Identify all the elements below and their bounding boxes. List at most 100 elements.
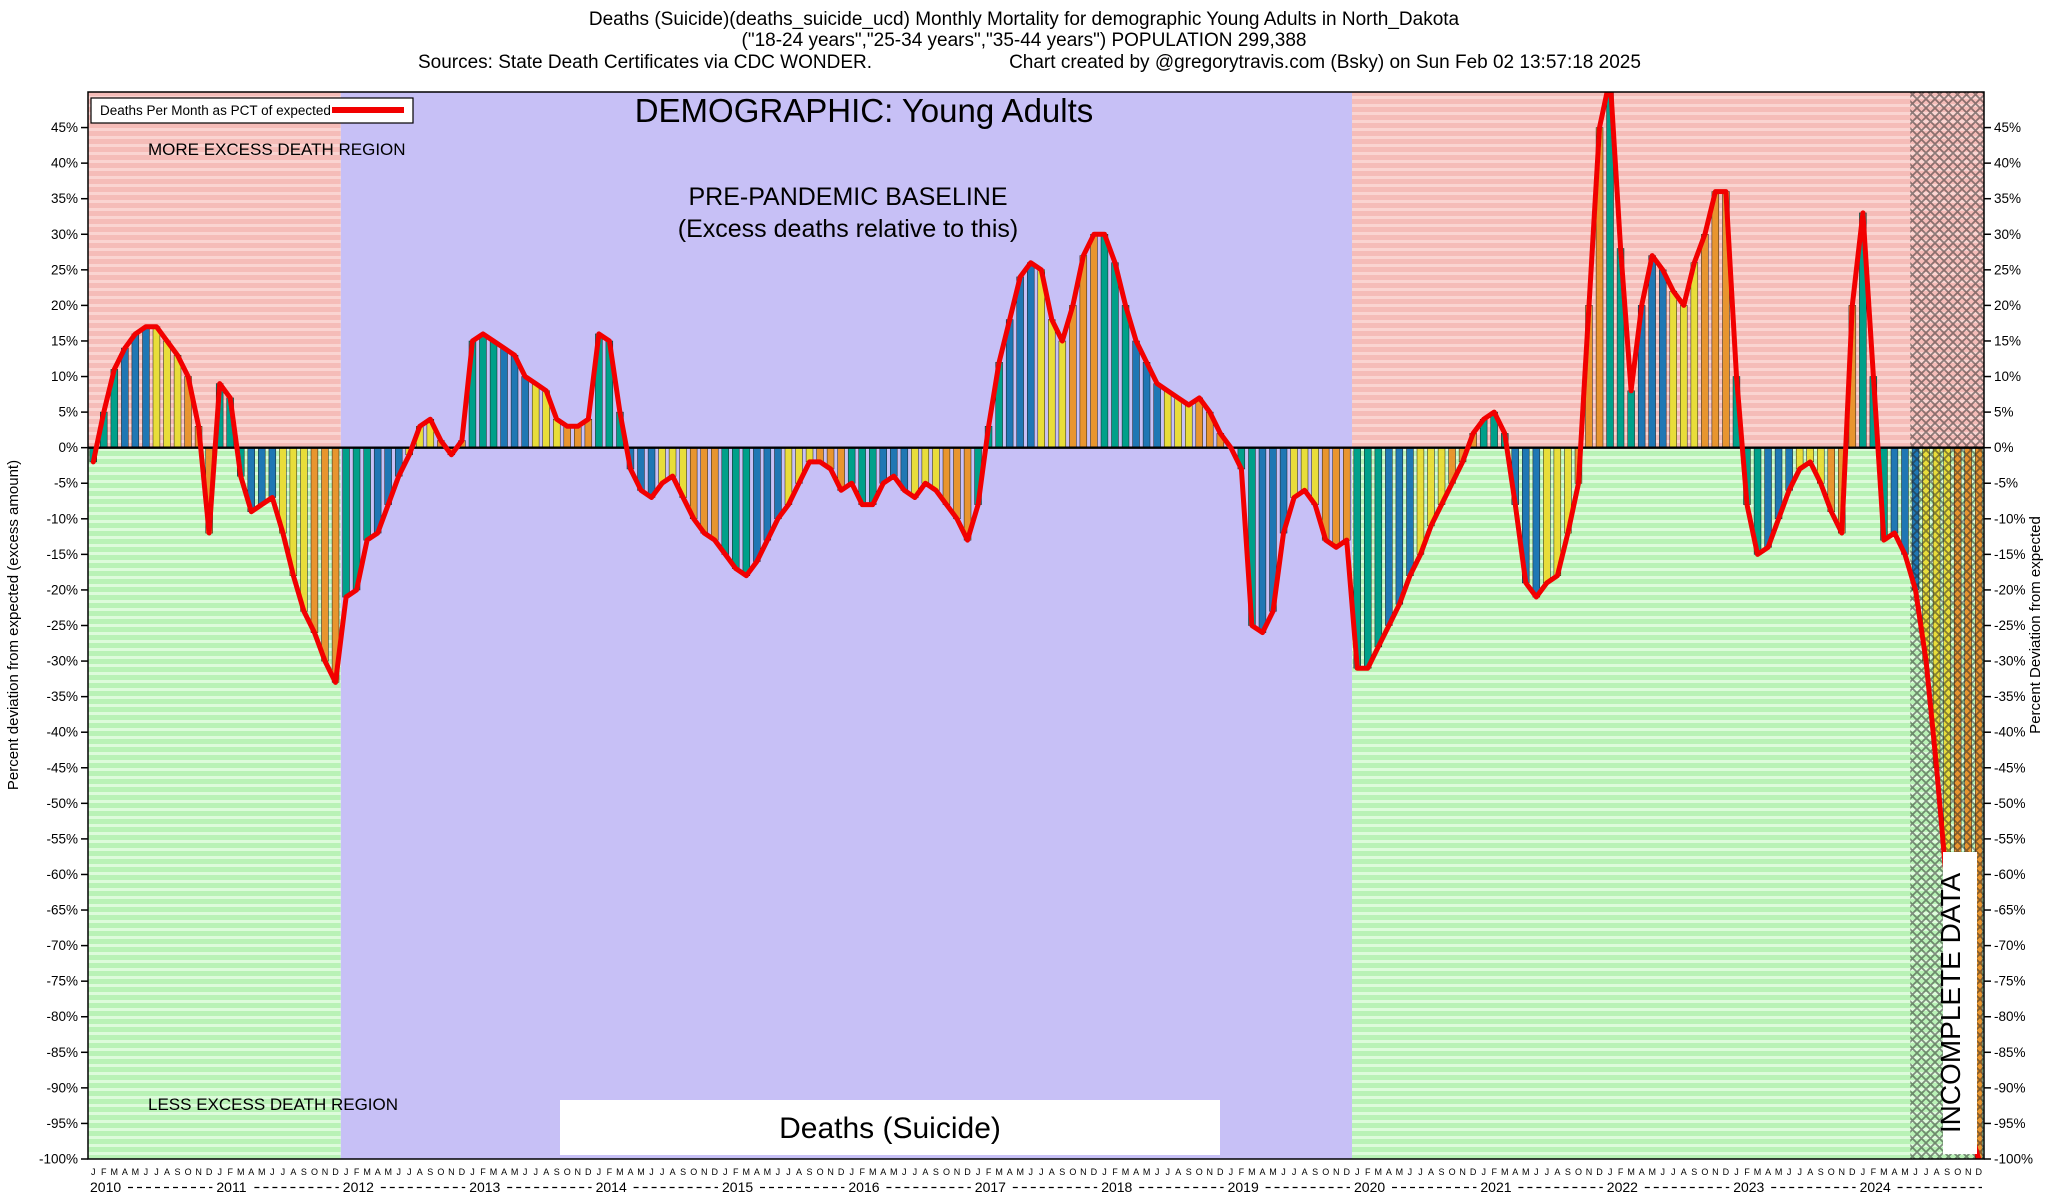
month-bar [1142,362,1151,448]
svg-text:J: J [344,1167,349,1177]
svg-text:M: M [1016,1167,1024,1177]
month-bar [1258,447,1267,633]
svg-text:O: O [690,1167,697,1177]
month-bar [1016,276,1024,448]
svg-text:N: N [1712,1167,1719,1177]
svg-text:5%: 5% [58,405,78,420]
svg-text:F: F [1744,1167,1750,1177]
svg-text:M: M [111,1167,119,1177]
svg-text:J: J [1355,1167,1360,1177]
svg-text:J: J [849,1167,854,1177]
svg-text:M: M [1522,1167,1530,1177]
month-bar [1111,262,1119,448]
svg-text:A: A [1259,1167,1265,1177]
bottom-label: Deaths (Suicide) [779,1112,1001,1145]
svg-text:2019: 2019 [1228,1179,1259,1195]
svg-text:A: A [290,1167,296,1177]
month-bar [342,447,350,598]
svg-text:A: A [922,1167,928,1177]
svg-text:N: N [954,1167,961,1177]
svg-text:-50%: -50% [1994,796,2026,811]
svg-text:45%: 45% [1994,120,2021,135]
svg-text:J: J [1861,1167,1866,1177]
svg-text:J: J [144,1167,149,1177]
svg-text:-70%: -70% [46,938,78,953]
svg-text:-10%: -10% [46,511,78,526]
month-bar [689,447,698,520]
month-bar [1174,397,1182,448]
background-regions [88,92,1984,1160]
svg-text:N: N [1080,1167,1087,1177]
svg-text:J: J [1787,1167,1792,1177]
svg-text:-55%: -55% [46,831,78,846]
svg-text:25%: 25% [1994,262,2021,277]
svg-text:M: M [1627,1167,1635,1177]
month-bar [1069,305,1077,448]
svg-text:A: A [1891,1167,1897,1177]
svg-text:A: A [670,1167,676,1177]
svg-text:D: D [1470,1167,1477,1177]
svg-text:-20%: -20% [46,582,78,597]
month-bar [1659,269,1667,448]
svg-text:J: J [913,1167,918,1177]
month-bar [574,426,582,448]
svg-text:10%: 10% [1994,369,2021,384]
month-bar [1395,447,1404,605]
chart-header-line2: ("18-24 years","25-34 years","35-44 year… [742,30,1307,51]
svg-text:J: J [1734,1167,1739,1177]
svg-text:N: N [1839,1167,1846,1177]
month-bar [510,354,519,448]
svg-text:30%: 30% [51,227,78,242]
svg-text:-75%: -75% [1994,974,2026,989]
month-bar [742,447,751,576]
svg-text:S: S [933,1167,939,1177]
month-bar [1311,447,1319,505]
month-bar [879,447,887,484]
month-bar [1764,447,1772,548]
svg-text:D: D [1849,1167,1856,1177]
svg-text:N: N [195,1167,202,1177]
svg-text:N: N [827,1167,834,1177]
svg-text:A: A [1175,1167,1181,1177]
svg-text:M: M [1122,1167,1130,1177]
svg-text:J: J [1534,1167,1539,1177]
month-bar [121,347,129,448]
pct-of-expected-line [90,92,1982,1159]
svg-text:J: J [470,1167,475,1177]
svg-text:J: J [1039,1167,1044,1177]
svg-text:2017: 2017 [975,1179,1006,1195]
svg-text:0%: 0% [1994,440,2014,455]
svg-text:-85%: -85% [46,1045,78,1060]
month-bar [1427,447,1435,527]
month-bar [1195,397,1203,448]
svg-text:O: O [564,1167,571,1177]
svg-text:-30%: -30% [1994,654,2026,669]
svg-text:F: F [101,1167,107,1177]
svg-text:M: M [384,1167,392,1177]
month-bar [500,347,508,448]
svg-text:-70%: -70% [1994,938,2026,953]
svg-text:M: M [1775,1167,1783,1177]
svg-text:S: S [1312,1167,1318,1177]
month-bar [1090,234,1098,448]
month-bar [921,447,930,484]
month-bar [268,447,277,498]
svg-text:N: N [1459,1167,1466,1177]
svg-text:A: A [248,1167,254,1177]
month-bar [1364,447,1372,669]
month-bar [1079,255,1088,448]
month-bar [1048,319,1056,448]
month-bar [1121,305,1130,448]
svg-text:S: S [1944,1167,1950,1177]
svg-text:25%: 25% [51,262,78,277]
chart-header-sources: Sources: State Death Certificates via CD… [418,52,872,73]
svg-text:-35%: -35% [46,689,78,704]
svg-text:M: M [490,1167,498,1177]
svg-text:-80%: -80% [1994,1009,2026,1024]
month-bar [721,447,729,555]
svg-text:A: A [1386,1167,1392,1177]
svg-text:A: A [627,1167,633,1177]
svg-text:M: M [132,1167,140,1177]
svg-text:A: A [1428,1167,1434,1177]
